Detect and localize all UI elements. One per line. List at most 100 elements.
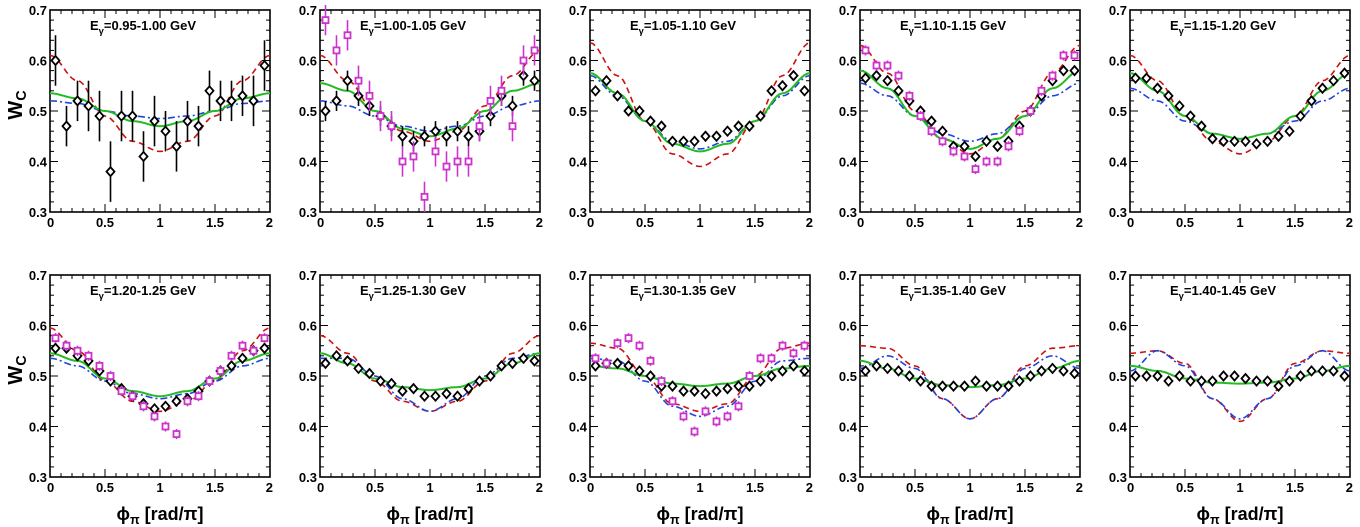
- black-diamond-point: [871, 69, 882, 82]
- black-diamond-point: [788, 69, 799, 82]
- y-axis-label: WC: [5, 355, 30, 384]
- y-tick-label: 0.5: [29, 104, 47, 119]
- x-tick-label: 1: [966, 480, 973, 495]
- black-diamond-point: [788, 360, 799, 372]
- panel-title-rest: =1.40-1.45 GeV: [1184, 283, 1276, 298]
- black-diamond-point: [408, 382, 419, 395]
- panel-title: Eγ=1.40-1.45 GeV: [1170, 283, 1276, 301]
- x-axis-label-units: [rad/π]: [140, 504, 204, 524]
- y-tick-label: 0.3: [839, 205, 857, 220]
- panel-title-sub: γ: [99, 291, 105, 301]
- y-tick-label: 0.6: [29, 319, 47, 334]
- magenta-square-point: [161, 422, 170, 431]
- black-diamond-point: [678, 135, 689, 148]
- magenta-square-point: [1059, 51, 1068, 60]
- magenta-square-point: [73, 346, 82, 355]
- magenta-square-point: [62, 341, 71, 350]
- black-diamond-point: [430, 390, 441, 403]
- black-diamond-point: [204, 84, 215, 97]
- y-tick-label: 0.6: [299, 54, 317, 69]
- black-diamond-point: [529, 74, 540, 87]
- magenta-square-point: [591, 354, 600, 363]
- magenta-square-point: [734, 402, 743, 411]
- magenta-square-point: [343, 31, 352, 40]
- black-diamond-point: [590, 360, 601, 372]
- black-diamond-point: [1295, 110, 1306, 122]
- y-tick-label: 0.4: [29, 155, 48, 170]
- panel-title-sub: γ: [909, 291, 915, 301]
- black-diamond-point: [860, 365, 871, 377]
- x-tick-label: 0.5: [96, 215, 114, 230]
- x-tick-label: 0.5: [906, 480, 924, 495]
- magenta-square-point: [723, 412, 732, 421]
- black-diamond-point: [430, 125, 441, 138]
- black-diamond-point: [733, 380, 744, 392]
- black-diamond-point: [1163, 375, 1174, 387]
- magenta-square-point: [354, 76, 363, 85]
- panel-8: 0 0.5 1 1.5 2 0.3 0.4 0.5 0.6 0.7 Eγ=1.30-1.35 GeV: [569, 268, 813, 495]
- magenta-square-point: [646, 356, 655, 365]
- panel-1: 0 0.5 1 1.5 2 0.3 0.4 0.5 0.6 0.7 Eγ=0.95-1.00 GeV: [29, 3, 273, 230]
- panel-9: 0 0.5 1 1.5 2 0.3 0.4 0.5 0.6 0.7 Eγ=1.35-1.40 GeV: [839, 268, 1083, 495]
- magenta-square-point: [927, 127, 936, 136]
- blue-dashdot-curve: [589, 357, 811, 418]
- black-diamond-point: [634, 105, 645, 117]
- x-axis-label-main: ϕ: [387, 504, 401, 524]
- y-tick-label: 0.4: [29, 420, 48, 435]
- x-axis-label: ϕπ [rad/π]: [927, 504, 1014, 527]
- magenta-square-point: [993, 157, 1002, 166]
- black-diamond-point: [149, 115, 160, 127]
- black-diamond-point: [722, 125, 733, 138]
- black-diamond-point: [700, 130, 711, 143]
- black-diamond-point: [970, 375, 981, 387]
- black-diamond-point: [733, 120, 744, 133]
- y-tick-label: 0.5: [569, 369, 587, 384]
- magenta-square-point: [861, 46, 870, 55]
- magenta-square-point: [51, 334, 60, 343]
- panel-title-main: E: [90, 283, 99, 298]
- black-diamond-point: [777, 365, 788, 377]
- black-diamond-point: [1339, 370, 1350, 382]
- x-axis-label: ϕπ [rad/π]: [117, 504, 204, 527]
- x-axis-label-sub: π: [130, 513, 140, 527]
- black-diamond-point: [1218, 370, 1229, 382]
- y-tick-label: 0.7: [299, 3, 317, 18]
- black-diamond-point: [1240, 372, 1251, 385]
- x-axis-label-main: ϕ: [657, 504, 671, 524]
- black-diamond-point: [50, 342, 61, 355]
- black-diamond-point: [237, 352, 248, 365]
- black-diamond-point: [1240, 135, 1251, 148]
- black-diamond-point: [700, 387, 711, 400]
- black-diamond-point: [656, 120, 667, 133]
- black-diamond-point: [711, 385, 722, 398]
- black-diamond-point: [1130, 72, 1141, 85]
- black-diamond-point: [744, 380, 755, 392]
- y-tick-label: 0.5: [299, 369, 317, 384]
- panel-4: 0 0.5 1 1.5 2 0.3 0.4 0.5 0.6 0.7 Eγ=1.10-1.15 GeV: [839, 3, 1083, 230]
- black-diamond-point: [799, 365, 810, 377]
- black-diamond-point: [1207, 132, 1218, 145]
- x-tick-label: 2: [806, 480, 813, 495]
- y-tick-label: 0.3: [839, 470, 857, 485]
- x-tick-label: 2: [266, 480, 273, 495]
- magenta-square-point: [1004, 142, 1013, 151]
- panel-title-rest: =1.00-1.05 GeV: [374, 18, 466, 33]
- magenta-square-point: [949, 147, 958, 156]
- x-axis-label-main: ϕ: [117, 504, 131, 524]
- x-tick-label: 0.5: [906, 215, 924, 230]
- black-diamond-point: [904, 370, 915, 382]
- black-diamond-point: [893, 365, 904, 377]
- y-tick-label: 0.4: [1109, 420, 1128, 435]
- black-diamond-point: [926, 115, 937, 127]
- magenta-square-point: [960, 152, 969, 161]
- magenta-square-point: [216, 367, 225, 375]
- plot-frame: [319, 274, 541, 478]
- x-tick-label: 1.5: [746, 215, 764, 230]
- black-diamond-point: [138, 150, 149, 163]
- x-tick-label: 0: [587, 215, 594, 230]
- magenta-square-point: [194, 392, 203, 401]
- magenta-square-point: [365, 91, 374, 100]
- magenta-square-point: [712, 417, 721, 426]
- black-diamond-point: [601, 74, 612, 87]
- black-diamond-point: [72, 95, 83, 107]
